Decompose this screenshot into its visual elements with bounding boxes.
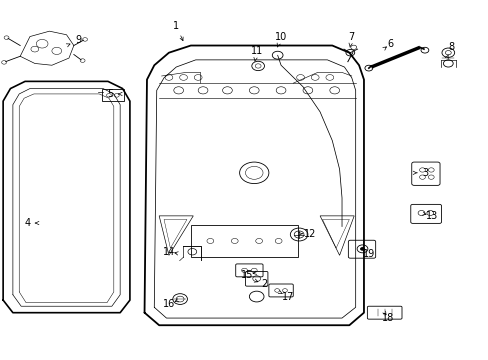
Text: 11: 11 [250, 46, 262, 56]
Text: 15: 15 [240, 270, 253, 280]
Text: 1: 1 [173, 21, 179, 31]
Text: 14: 14 [163, 247, 175, 257]
Text: 10: 10 [274, 32, 286, 41]
Text: 3: 3 [421, 168, 427, 178]
Text: 19: 19 [362, 248, 374, 258]
Text: 6: 6 [387, 39, 393, 49]
Text: 13: 13 [425, 211, 437, 221]
Text: 8: 8 [448, 42, 454, 52]
Text: 16: 16 [163, 299, 175, 309]
Text: 18: 18 [382, 313, 394, 323]
Text: 17: 17 [282, 292, 294, 302]
Circle shape [359, 247, 364, 251]
Text: 4: 4 [24, 218, 31, 228]
Text: 7: 7 [348, 32, 354, 41]
Text: 12: 12 [304, 229, 316, 239]
Text: 5: 5 [107, 89, 113, 99]
Text: 9: 9 [76, 35, 81, 45]
Bar [190, 225, 298, 257]
Text: 2: 2 [260, 279, 266, 289]
